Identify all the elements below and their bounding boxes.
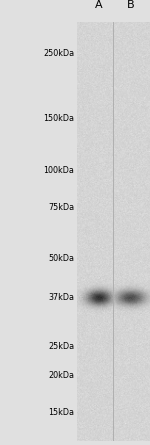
- Text: 15kDa: 15kDa: [48, 408, 75, 417]
- Text: 150kDa: 150kDa: [44, 114, 75, 123]
- Text: 37kDa: 37kDa: [48, 292, 75, 302]
- Text: 250kDa: 250kDa: [43, 49, 75, 58]
- Text: 20kDa: 20kDa: [48, 371, 75, 380]
- Text: 100kDa: 100kDa: [44, 166, 75, 175]
- Text: 75kDa: 75kDa: [48, 202, 75, 211]
- Text: 25kDa: 25kDa: [48, 343, 75, 352]
- Text: B: B: [126, 0, 134, 10]
- Text: A: A: [95, 0, 103, 10]
- Text: 50kDa: 50kDa: [48, 254, 75, 263]
